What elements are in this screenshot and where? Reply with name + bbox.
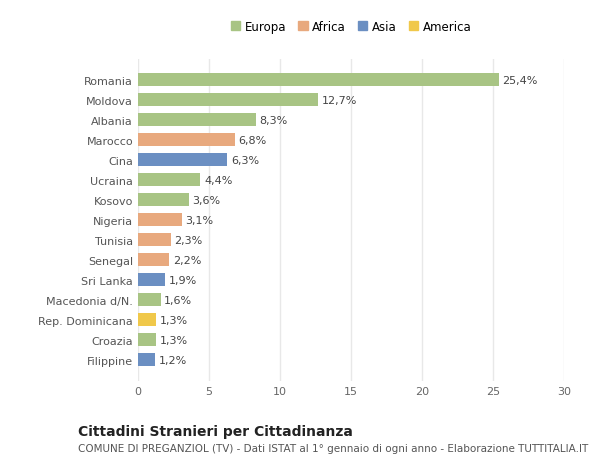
Text: 1,2%: 1,2% [158,355,187,365]
Bar [138,114,256,127]
Text: 2,3%: 2,3% [174,235,202,245]
Bar [138,234,170,247]
Text: COMUNE DI PREGANZIOL (TV) - Dati ISTAT al 1° gennaio di ogni anno - Elaborazione: COMUNE DI PREGANZIOL (TV) - Dati ISTAT a… [78,443,588,453]
Text: 3,6%: 3,6% [193,196,221,205]
Text: 12,7%: 12,7% [322,96,357,106]
Text: 2,2%: 2,2% [173,255,201,265]
Bar [138,313,157,326]
Text: 1,3%: 1,3% [160,335,188,345]
Bar [138,94,319,107]
Text: 6,8%: 6,8% [238,135,266,146]
Text: 4,4%: 4,4% [204,175,232,185]
Text: 6,3%: 6,3% [231,156,259,166]
Bar [138,154,227,167]
Bar [138,74,499,87]
Bar [138,174,200,187]
Text: 1,6%: 1,6% [164,295,193,305]
Bar [138,294,161,307]
Bar [138,254,169,267]
Text: 1,3%: 1,3% [160,315,188,325]
Bar [138,214,182,227]
Text: 25,4%: 25,4% [502,76,538,86]
Text: Cittadini Stranieri per Cittadinanza: Cittadini Stranieri per Cittadinanza [78,425,353,438]
Text: 1,9%: 1,9% [169,275,197,285]
Bar [138,353,155,366]
Text: 8,3%: 8,3% [259,116,287,126]
Legend: Europa, Africa, Asia, America: Europa, Africa, Asia, America [230,21,472,34]
Bar [138,134,235,147]
Bar [138,274,165,286]
Bar [138,334,157,347]
Text: 3,1%: 3,1% [185,215,214,225]
Bar [138,194,189,207]
